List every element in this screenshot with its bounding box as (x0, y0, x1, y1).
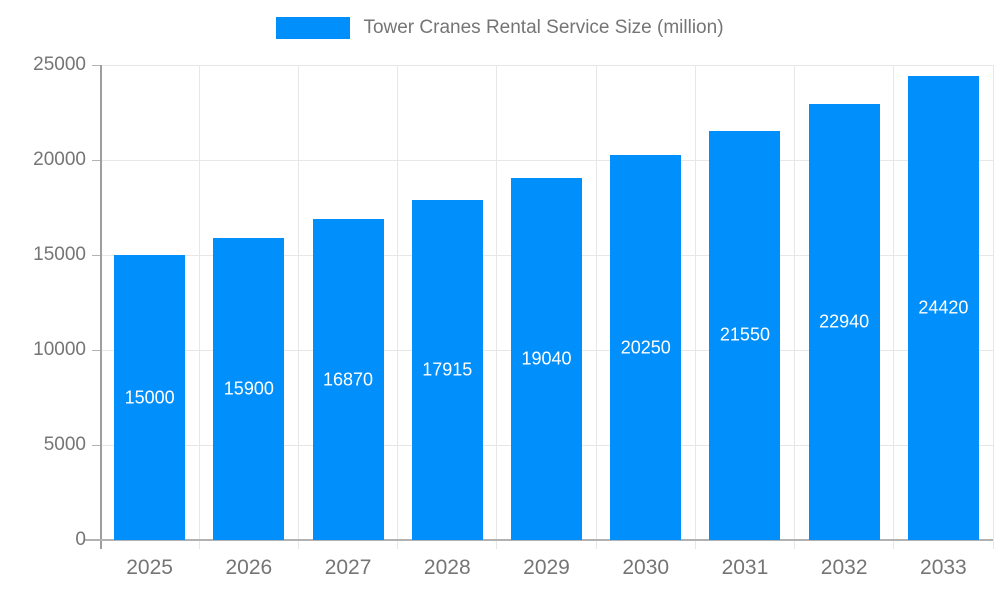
bar (808, 104, 880, 540)
horizontal-gridline (100, 159, 993, 161)
bar-value-label: 21550 (719, 324, 770, 345)
bar-value-label: 15900 (223, 378, 274, 399)
horizontal-gridline (100, 64, 993, 66)
x-tick-label: 2027 (324, 556, 372, 579)
x-tick-label: 2025 (126, 556, 173, 579)
x-tick-label: 2031 (721, 556, 769, 579)
x-tick-label: 2033 (920, 556, 967, 579)
bar-value-label: 24420 (918, 297, 969, 318)
y-tick-label: 5000 (43, 434, 86, 455)
y-axis-line (100, 65, 102, 549)
bar (610, 155, 682, 540)
vertical-gridline (794, 65, 796, 549)
bar (907, 76, 979, 540)
legend-label: Tower Cranes Rental Service Size (millio… (363, 17, 724, 38)
y-tick-label: 15000 (33, 244, 86, 265)
vertical-gridline (893, 65, 895, 549)
legend-swatch-icon (276, 17, 351, 39)
bar (411, 199, 483, 540)
bar-value-label: 19040 (521, 348, 572, 369)
bar (213, 237, 285, 540)
x-tick-label: 2032 (820, 556, 868, 579)
x-tick-label: 2030 (622, 556, 670, 579)
bar (709, 130, 781, 540)
vertical-gridline (694, 65, 696, 549)
x-axis-line (85, 539, 993, 541)
vertical-gridline (198, 65, 200, 549)
bar-value-label: 22940 (819, 311, 870, 332)
bar (511, 178, 582, 540)
x-tick-label: 2028 (423, 556, 471, 579)
y-axis-tick (92, 254, 100, 256)
vertical-gridline (992, 65, 994, 549)
vertical-gridline (397, 65, 399, 549)
bar (114, 255, 186, 540)
y-tick-label: 25000 (33, 54, 86, 75)
legend[interactable]: Tower Cranes Rental Service Size (millio… (0, 17, 1000, 39)
plot-area: 15000 15900 16870 17915 19040 20250 21550 22940… (85, 64, 994, 549)
bar-value-label: 15000 (124, 387, 175, 407)
y-tick-label: 10000 (33, 339, 86, 360)
bar (312, 219, 384, 540)
bar-value-label: 20250 (620, 337, 671, 358)
x-tick-label: 2029 (523, 556, 570, 579)
bar-value-label: 17915 (422, 359, 473, 380)
vertical-gridline (297, 65, 299, 549)
vertical-gridline (496, 65, 498, 549)
y-tick-label: 20000 (33, 149, 86, 170)
bar-value-label: 16870 (323, 369, 374, 390)
vertical-gridline (595, 65, 597, 549)
y-axis-tick (92, 444, 100, 446)
x-tick-label: 2026 (225, 556, 273, 579)
y-tick-label: 0 (75, 529, 86, 550)
y-axis-tick (92, 159, 100, 161)
y-axis-tick (92, 64, 100, 66)
y-axis-tick (92, 349, 100, 351)
